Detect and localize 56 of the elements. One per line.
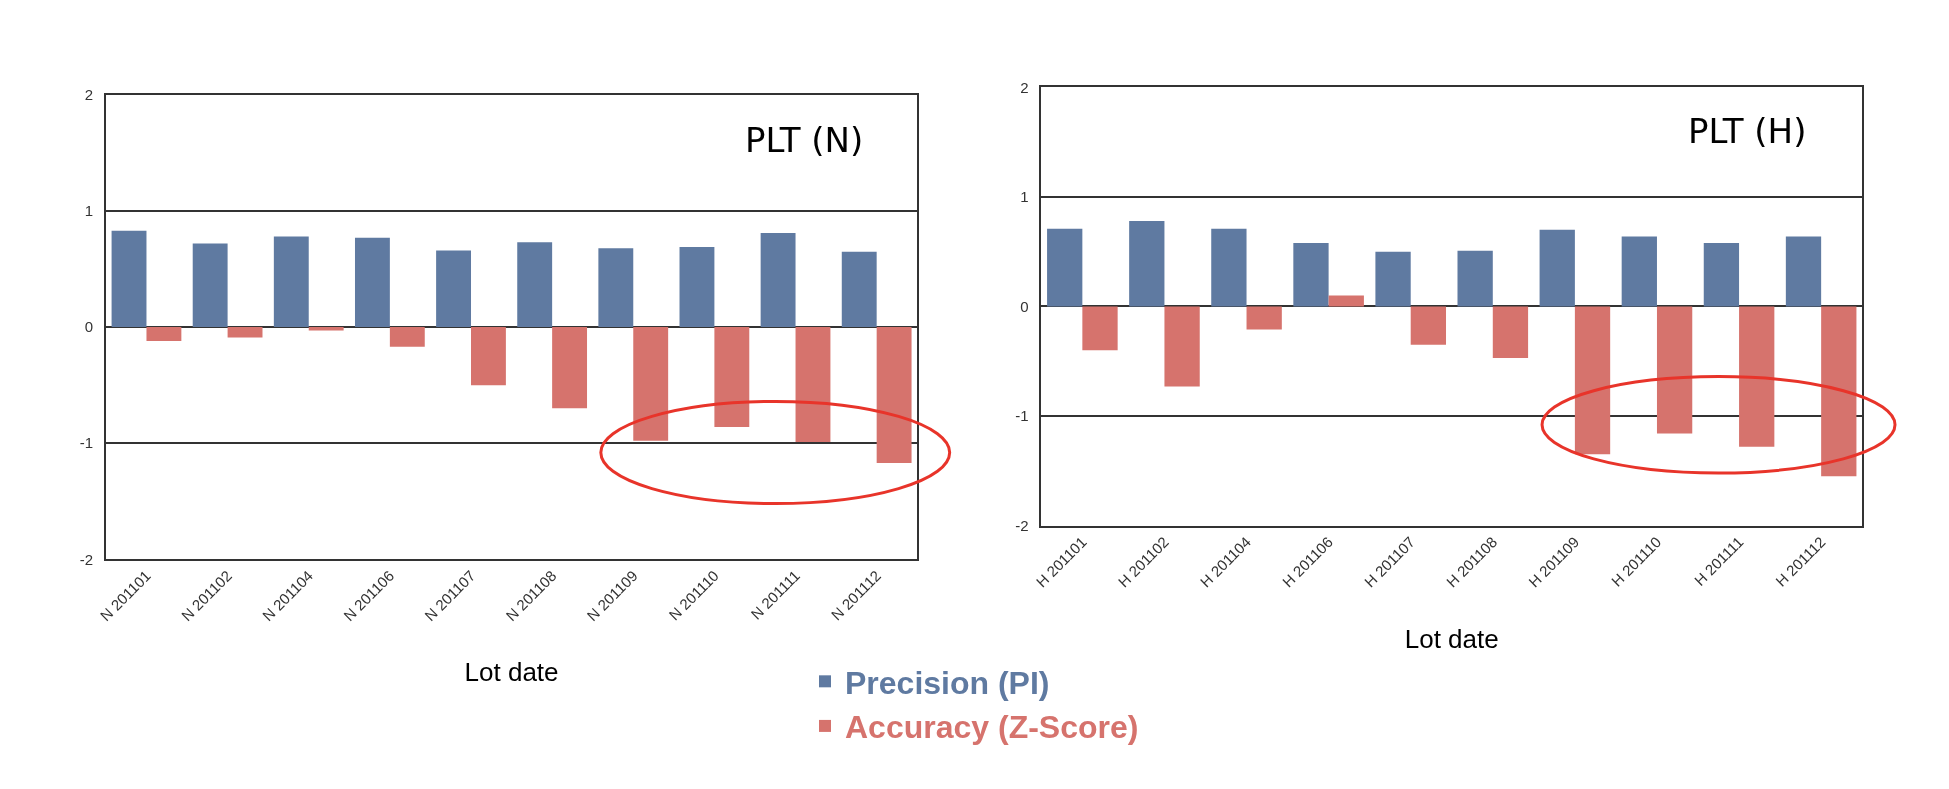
x-axis-title: Lot date — [1404, 623, 1499, 654]
bar — [354, 237, 390, 328]
bar — [1129, 221, 1165, 307]
bar — [436, 250, 471, 328]
bar — [1656, 306, 1693, 434]
y-tick-label: -2 — [79, 550, 94, 568]
y-tick-label: 0 — [1020, 297, 1029, 315]
bar — [1293, 242, 1329, 307]
bar — [192, 243, 228, 328]
x-axis-title: Lot date — [464, 657, 559, 688]
bar — [876, 327, 912, 463]
bar — [598, 248, 634, 328]
bar — [1621, 236, 1657, 307]
bar — [1703, 242, 1740, 307]
bar — [1539, 229, 1575, 307]
bar — [1821, 306, 1857, 477]
bar — [389, 327, 425, 347]
y-tick-label: 0 — [84, 318, 94, 336]
bar — [795, 327, 831, 443]
bar — [1246, 306, 1282, 330]
bar — [227, 327, 263, 338]
bar — [760, 233, 796, 328]
bar — [308, 327, 344, 331]
y-tick-label: 2 — [84, 86, 94, 104]
bar — [1164, 306, 1200, 387]
text: PLT (N) — [745, 120, 864, 160]
bar — [471, 327, 506, 386]
y-tick-label: 1 — [84, 202, 94, 220]
bar — [1785, 236, 1822, 307]
text: PLT (H) — [1688, 111, 1807, 151]
bar — [841, 251, 877, 328]
legend-label: Accuracy (Z-Score) — [845, 709, 1139, 746]
bar — [633, 327, 669, 441]
y-tick-label: -1 — [1015, 407, 1029, 425]
bar — [517, 242, 553, 328]
y-tick-label: -2 — [1015, 516, 1029, 534]
bar — [273, 236, 309, 328]
bar — [1457, 250, 1493, 307]
bar — [146, 327, 182, 342]
bar — [1410, 306, 1446, 345]
legend-label: Precision (PI) — [845, 664, 1050, 701]
bar — [111, 230, 147, 328]
bar — [1739, 306, 1775, 447]
bar — [552, 327, 588, 409]
y-tick-label: 2 — [1020, 78, 1029, 96]
bar — [1375, 251, 1411, 307]
y-tick-label: -1 — [79, 434, 94, 452]
bar — [1082, 306, 1118, 351]
bar — [1574, 306, 1611, 455]
y-tick-label: 1 — [1020, 188, 1029, 206]
bar — [679, 246, 715, 328]
bar — [1047, 228, 1083, 307]
bar — [1211, 228, 1247, 307]
bar — [1492, 306, 1529, 358]
bar — [1328, 295, 1364, 307]
bar — [714, 327, 750, 427]
